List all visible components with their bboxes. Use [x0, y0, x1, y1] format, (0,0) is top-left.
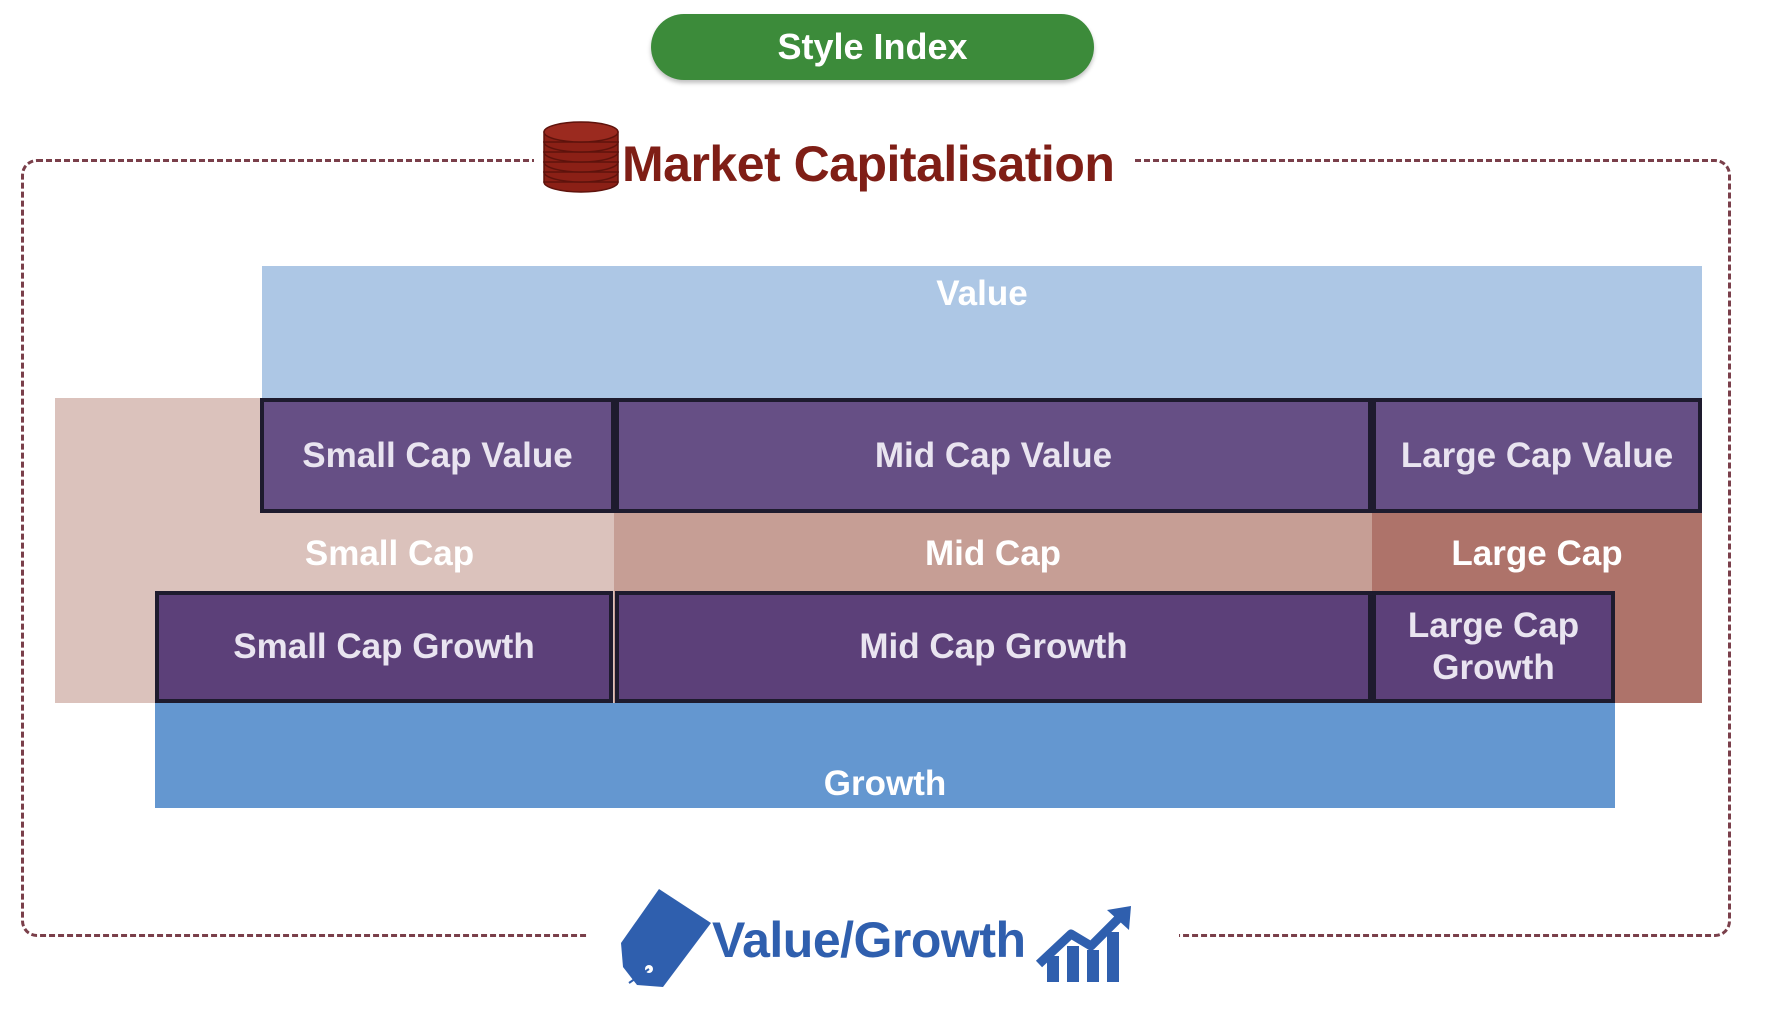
- small-cap-value-text: Small Cap Value: [302, 435, 573, 475]
- large-cap-growth-text-line1: Large Cap: [1407, 606, 1580, 645]
- market-cap-frame: [21, 152, 1731, 944]
- growth-band: Growth: [155, 703, 1615, 808]
- large-cap-value-cell: Large Cap Value: [1372, 398, 1702, 513]
- large-cap-growth-cell: Large Cap Growth: [1372, 591, 1615, 703]
- small-cap-label: Small Cap: [55, 524, 614, 584]
- large-cap-growth-text-line2: Growth: [1432, 648, 1555, 687]
- market-cap-label: Market Capitalisation: [622, 136, 1115, 192]
- small-cap-text: Small Cap: [304, 534, 475, 573]
- growth-band-label: Growth: [823, 764, 947, 803]
- style-index-title: Style Index: [651, 14, 1094, 80]
- value-growth-label: Value/Growth: [712, 912, 1026, 968]
- value-band: Value: [262, 266, 1702, 398]
- value-band-label: Value: [936, 274, 1028, 313]
- small-cap-growth-cell: Small Cap Growth: [155, 591, 613, 703]
- mid-cap-label: Mid Cap: [614, 524, 1372, 584]
- mid-cap-growth-text: Mid Cap Growth: [859, 627, 1128, 666]
- small-cap-value-cell: Small Cap Value: [260, 398, 615, 513]
- mid-cap-text: Mid Cap: [924, 534, 1062, 573]
- large-cap-value-text: Large Cap Value: [1400, 435, 1674, 475]
- growth-chart-icon: [1035, 906, 1131, 982]
- coin-stack-icon: [543, 121, 619, 193]
- price-tag-icon: [621, 889, 711, 987]
- large-cap-label: Large Cap: [1372, 524, 1702, 584]
- mid-cap-value-text: Mid Cap Value: [874, 435, 1113, 475]
- mid-cap-growth-cell: Mid Cap Growth: [615, 591, 1372, 703]
- small-cap-growth-text: Small Cap Growth: [233, 627, 535, 666]
- large-cap-text: Large Cap: [1451, 534, 1623, 573]
- mid-cap-value-cell: Mid Cap Value: [615, 398, 1372, 513]
